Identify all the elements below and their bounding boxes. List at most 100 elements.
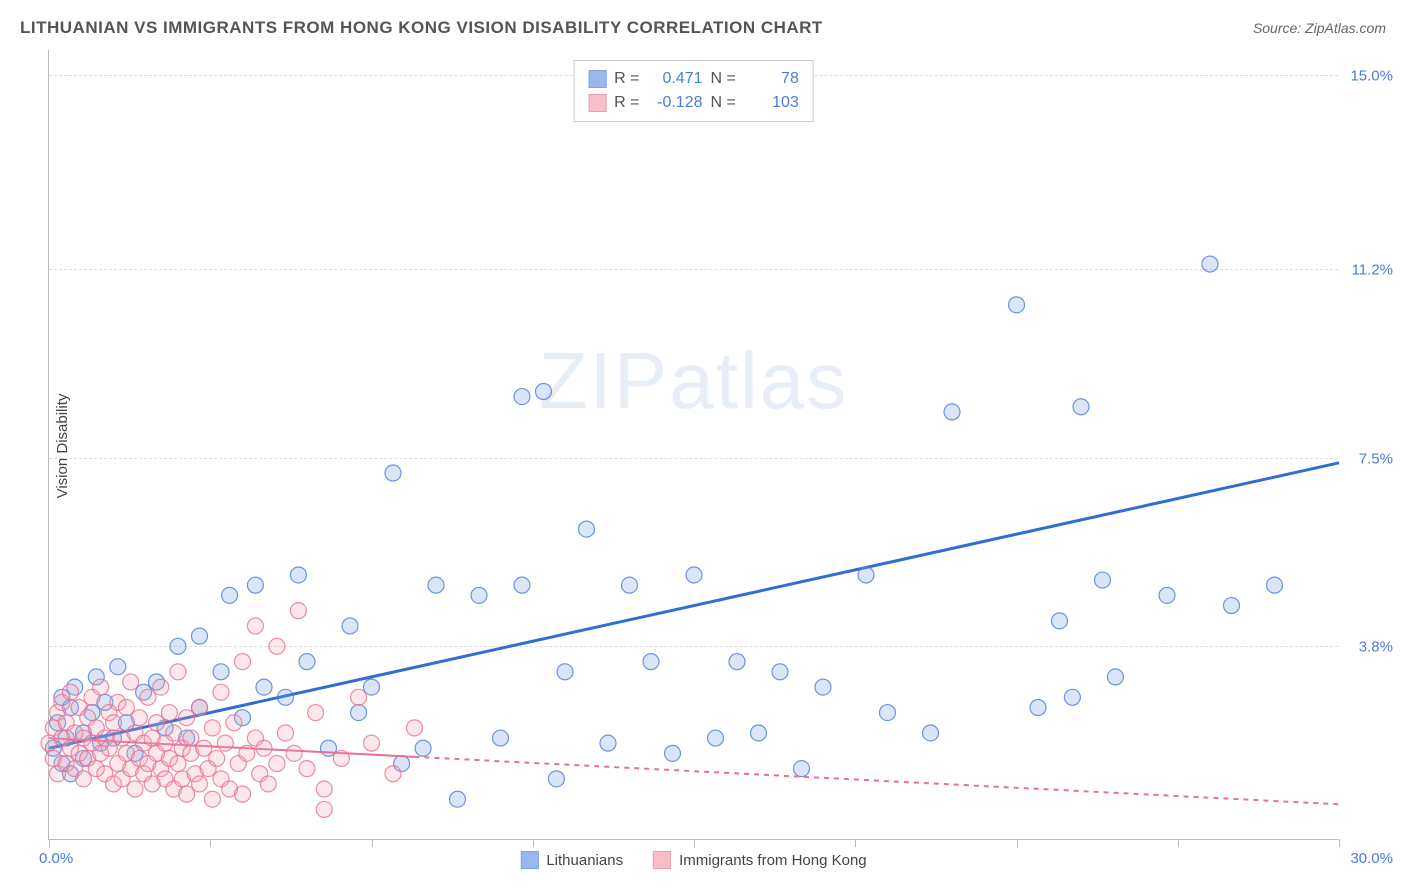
data-point: [686, 567, 702, 583]
data-point: [772, 664, 788, 680]
data-point: [290, 603, 306, 619]
data-point: [247, 577, 263, 593]
data-point: [364, 679, 380, 695]
data-point: [226, 715, 242, 731]
data-point: [213, 684, 229, 700]
stats-row-series1: R = 0.471 N = 78: [588, 67, 799, 91]
data-point: [235, 786, 251, 802]
data-point: [1159, 587, 1175, 603]
data-point: [170, 664, 186, 680]
data-point: [106, 715, 122, 731]
data-point: [1267, 577, 1283, 593]
r-value-series1: 0.471: [648, 67, 703, 91]
data-point: [536, 383, 552, 399]
data-point: [415, 740, 431, 756]
data-point: [183, 730, 199, 746]
data-point: [192, 776, 208, 792]
data-point: [316, 781, 332, 797]
swatch-series2: [588, 94, 606, 112]
swatch-series1: [588, 70, 606, 88]
data-point: [299, 654, 315, 670]
data-point: [213, 664, 229, 680]
data-point: [166, 725, 182, 741]
data-point: [269, 756, 285, 772]
data-point: [385, 766, 401, 782]
data-point: [63, 684, 79, 700]
legend-item-series1: Lithuanians: [520, 851, 623, 869]
data-point: [204, 791, 220, 807]
y-tick-label: 15.0%: [1350, 68, 1393, 85]
data-point: [880, 705, 896, 721]
data-point: [514, 389, 530, 405]
data-point: [1224, 598, 1240, 614]
y-tick-label: 11.2%: [1352, 262, 1393, 279]
data-point: [751, 725, 767, 741]
data-point: [815, 679, 831, 695]
data-point: [1064, 689, 1080, 705]
data-point: [428, 577, 444, 593]
data-point: [278, 689, 294, 705]
data-point: [1202, 256, 1218, 272]
legend-item-series2: Immigrants from Hong Kong: [653, 851, 867, 869]
data-point: [579, 521, 595, 537]
data-point: [364, 735, 380, 751]
data-point: [944, 404, 960, 420]
legend-label-series2: Immigrants from Hong Kong: [679, 852, 867, 869]
data-point: [1009, 297, 1025, 313]
data-point: [299, 761, 315, 777]
y-tick-label: 3.8%: [1359, 639, 1393, 656]
chart-plot-area: ZIPatlas 3.8%7.5%11.2%15.0% R = 0.471 N …: [48, 50, 1338, 840]
data-point: [351, 689, 367, 705]
data-point: [196, 740, 212, 756]
data-point: [161, 705, 177, 721]
data-point: [118, 699, 134, 715]
data-point: [179, 710, 195, 726]
data-point: [290, 567, 306, 583]
y-tick-label: 7.5%: [1359, 450, 1393, 467]
bottom-legend: Lithuanians Immigrants from Hong Kong: [520, 851, 866, 869]
data-point: [256, 740, 272, 756]
data-point: [239, 745, 255, 761]
data-point: [514, 577, 530, 593]
data-point: [1073, 399, 1089, 415]
data-point: [548, 771, 564, 787]
data-point: [247, 618, 263, 634]
data-point: [333, 750, 349, 766]
data-point: [471, 587, 487, 603]
n-value-series2: 103: [744, 91, 799, 115]
data-point: [110, 659, 126, 675]
data-point: [316, 801, 332, 817]
data-point: [222, 587, 238, 603]
chart-title: LITHUANIAN VS IMMIGRANTS FROM HONG KONG …: [20, 18, 823, 38]
data-point: [600, 735, 616, 751]
data-point: [1030, 699, 1046, 715]
stats-row-series2: R = -0.128 N = 103: [588, 91, 799, 115]
data-point: [1095, 572, 1111, 588]
data-point: [170, 756, 186, 772]
x-axis-max-label: 30.0%: [1350, 850, 1393, 867]
data-point: [321, 740, 337, 756]
data-point: [101, 740, 117, 756]
data-point: [192, 699, 208, 715]
data-point: [256, 679, 272, 695]
data-point: [204, 720, 220, 736]
data-point: [153, 679, 169, 695]
data-point: [407, 720, 423, 736]
data-point: [858, 567, 874, 583]
data-point: [260, 776, 276, 792]
legend-swatch-series2: [653, 851, 671, 869]
data-point: [170, 638, 186, 654]
chart-header: LITHUANIAN VS IMMIGRANTS FROM HONG KONG …: [20, 18, 1386, 38]
data-point: [286, 745, 302, 761]
n-value-series1: 78: [744, 67, 799, 91]
data-point: [557, 664, 573, 680]
data-point: [149, 715, 165, 731]
data-point: [923, 725, 939, 741]
data-point: [235, 654, 251, 670]
data-point: [643, 654, 659, 670]
data-point: [450, 791, 466, 807]
source-attribution: Source: ZipAtlas.com: [1253, 20, 1386, 36]
data-point: [665, 745, 681, 761]
data-point: [729, 654, 745, 670]
data-point: [794, 761, 810, 777]
